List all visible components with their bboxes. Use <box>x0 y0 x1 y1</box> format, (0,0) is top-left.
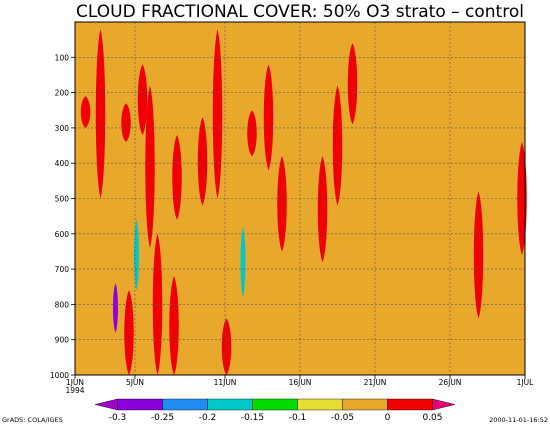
colorbar-swatch-8 <box>432 398 456 411</box>
y-tick-label-5: 600 <box>55 230 70 239</box>
region-1 <box>95 29 106 199</box>
region-8 <box>247 110 257 157</box>
y-tick-label-8: 900 <box>55 336 70 345</box>
y-tick-label-3: 400 <box>55 159 70 168</box>
region-14 <box>473 191 484 319</box>
region-10 <box>277 156 287 252</box>
region-2 <box>121 103 131 143</box>
y-tick-label-1: 200 <box>55 89 70 98</box>
colorbar-swatch-1 <box>117 398 163 411</box>
x-tick-label-1: 5JUN <box>126 378 144 387</box>
colorbar-swatch-0 <box>94 398 118 411</box>
region-24 <box>113 283 118 333</box>
colorbar-label-5: -0.05 <box>331 413 354 423</box>
region-13 <box>347 43 358 125</box>
colorbar-label-3: -0.15 <box>241 413 264 423</box>
colorbar-label-4: -0.1 <box>289 413 307 423</box>
region-15 <box>517 142 527 255</box>
region-16 <box>110 269 115 351</box>
x-tick-label-4: 21JUN <box>364 378 387 387</box>
colorbar-label-6: 0 <box>385 413 391 423</box>
y-tick-label-4: 500 <box>55 195 70 204</box>
colorbar-label-1: -0.25 <box>151 413 174 423</box>
y-tick-label-7: 800 <box>55 300 70 309</box>
colorbar: -0.3 -0.25 -0.2 -0.15 -0.1 -0.05 0 0.05 <box>94 398 456 423</box>
region-0 <box>80 96 91 128</box>
colorbar-label-2: -0.2 <box>199 413 217 423</box>
contour-regions <box>80 29 527 375</box>
region-23 <box>240 226 246 298</box>
footer-timestamp: 2000-11-01-16:52 <box>489 416 548 424</box>
colorbar-swatch-2 <box>162 398 208 411</box>
region-22 <box>134 219 139 291</box>
colorbar-label-7: 0.05 <box>422 413 442 423</box>
colorbar-swatch-3 <box>207 398 253 411</box>
x-tick-sublabel-0: 1994 <box>65 386 84 395</box>
colorbar-swatch-6 <box>342 398 388 411</box>
colorbar-label-0: -0.3 <box>109 413 127 423</box>
region-18 <box>124 290 134 375</box>
y-axis: 100 200 300 400 500 600 700 800 900 1000 <box>50 53 75 380</box>
region-4 <box>145 85 155 248</box>
y-tick-label-9: 1000 <box>50 371 69 380</box>
region-6 <box>197 117 208 206</box>
region-20 <box>169 276 179 375</box>
region-11 <box>317 156 328 263</box>
y-tick-label-0: 100 <box>55 53 70 62</box>
x-tick-label-0: 1JUN <box>66 378 84 387</box>
footer-credit: GrADS: COLA/IGES <box>2 416 63 424</box>
region-3 <box>137 64 148 135</box>
colorbar-swatch-5 <box>297 398 343 411</box>
x-tick-label-5: 26JUN <box>439 378 462 387</box>
x-tick-label-3: 16JUN <box>289 378 312 387</box>
colorbar-swatch-4 <box>252 398 298 411</box>
colorbar-swatch-7 <box>387 398 433 411</box>
y-tick-label-6: 700 <box>55 265 70 274</box>
region-9 <box>263 64 274 171</box>
x-tick-label-6: 1JUL <box>517 378 534 387</box>
x-tick-label-2: 11JUN <box>214 378 237 387</box>
region-7 <box>212 29 223 199</box>
region-12 <box>332 85 343 206</box>
y-tick-label-2: 300 <box>55 124 70 133</box>
chart-title: CLOUD FRACTIONAL COVER: 50% O3 strato – … <box>76 2 524 22</box>
region-21 <box>221 318 232 375</box>
